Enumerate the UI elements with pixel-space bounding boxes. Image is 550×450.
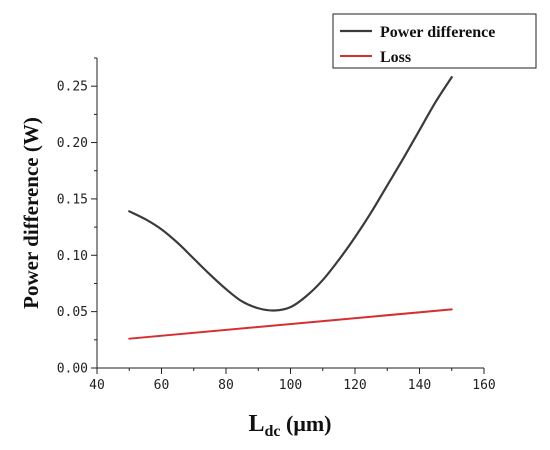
legend: Power difference Loss [332,13,537,69]
x-axis-title-unit: (μm) [281,411,332,436]
y-tick-label: 0.20 [57,136,88,151]
y-tick-label: 0.00 [57,362,88,377]
x-tick-label: 160 [472,378,495,393]
y-axis-title: Power difference (W) [19,117,43,309]
x-tick-label: 60 [154,378,170,393]
y-tick-label: 0.25 [57,80,88,95]
x-axis-title-subscript: dc [265,423,281,440]
x-axis-title: Ldc (μm) [249,411,332,440]
x-tick-label: 120 [343,378,366,393]
y-tick-label: 0.05 [57,305,88,320]
x-axis-title-main: L [249,411,265,437]
axes: 40 60 80 100 120 140 160 0.00 0.05 0.10 0.15 0.20 0.… [57,57,496,393]
x-tick-label: 80 [218,378,234,393]
x-tick-label: 100 [279,378,302,393]
series-line-loss [128,308,453,340]
x-tick-label: 40 [89,378,105,393]
legend-label-power-difference: Power difference [380,24,495,41]
x-tick-label: 140 [408,378,431,393]
y-tick-label: 0.15 [57,192,88,207]
legend-label-loss: Loss [380,49,411,66]
series-layer [128,76,453,340]
y-tick-label: 0.10 [57,249,88,264]
legend-box [332,13,537,69]
series-line-power-difference [128,76,453,312]
